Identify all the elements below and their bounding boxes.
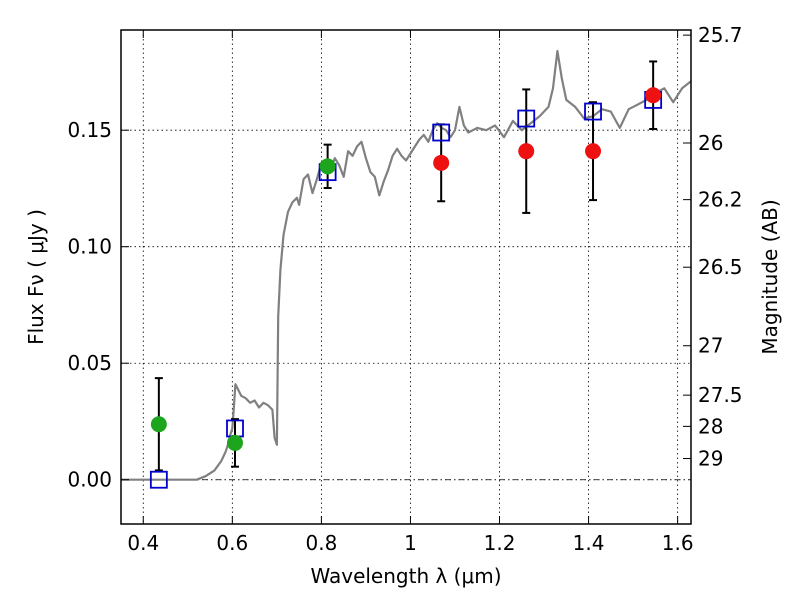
optical-detection-point bbox=[150, 416, 167, 433]
model-photometry-square bbox=[149, 470, 168, 489]
model-photometry-square bbox=[517, 109, 536, 128]
plot-frame bbox=[120, 29, 692, 525]
optical-detection-point bbox=[227, 434, 243, 451]
x-tick-label: 0.8 bbox=[305, 531, 337, 555]
y-axis: 0.00 0.05 0.10 0.15 bbox=[67, 118, 129, 492]
x-tick-label: 1.2 bbox=[484, 531, 516, 555]
mag-tick-label: 26 bbox=[698, 131, 723, 155]
y-tick-label: 0.00 bbox=[67, 468, 112, 492]
mag-tick-label: 27 bbox=[698, 334, 723, 358]
x-tick-label: 0.6 bbox=[216, 531, 248, 555]
x-axis: 0.4 0.6 0.8 1 1.2 1.4 1.6 bbox=[127, 30, 694, 555]
model-spectrum-line bbox=[121, 49, 692, 481]
mag-tick-label: 26.5 bbox=[698, 255, 743, 279]
model-photometry-square bbox=[584, 102, 602, 121]
y-tick-label: 0.05 bbox=[67, 351, 112, 375]
model-photometry-square bbox=[432, 123, 451, 142]
x-tick-label: 1.6 bbox=[662, 531, 694, 555]
nir-detection-point bbox=[518, 143, 535, 160]
mag-tick-label: 29 bbox=[698, 447, 723, 471]
y-axis-label: Flux Fν ( μJy ) bbox=[24, 209, 48, 345]
nir-detection-point bbox=[645, 87, 662, 104]
nir-detection-point bbox=[433, 154, 450, 171]
mag-tick-label: 26.2 bbox=[698, 188, 743, 212]
x-tick-label: 1 bbox=[404, 531, 417, 555]
optical-detection-point bbox=[319, 158, 336, 175]
x-tick-label: 0.4 bbox=[127, 531, 159, 555]
x-tick-label: 1.4 bbox=[573, 531, 605, 555]
mag-tick-label: 27.5 bbox=[698, 383, 743, 407]
plot-area bbox=[121, 49, 692, 489]
plot-background bbox=[121, 30, 691, 524]
y2-axis-label: Magnitude (AB) bbox=[758, 199, 782, 354]
x-axis-label: Wavelength λ (μm) bbox=[310, 564, 501, 588]
nir-detection-point bbox=[585, 143, 602, 160]
magnitude-axis: 25.7 26 26.2 26.5 27 27.5 28 29 bbox=[683, 23, 743, 471]
mag-tick-label: 28 bbox=[698, 414, 723, 438]
y-tick-label: 0.15 bbox=[67, 118, 112, 142]
mag-tick-label: 25.7 bbox=[698, 23, 743, 47]
y-tick-label: 0.10 bbox=[67, 235, 112, 259]
